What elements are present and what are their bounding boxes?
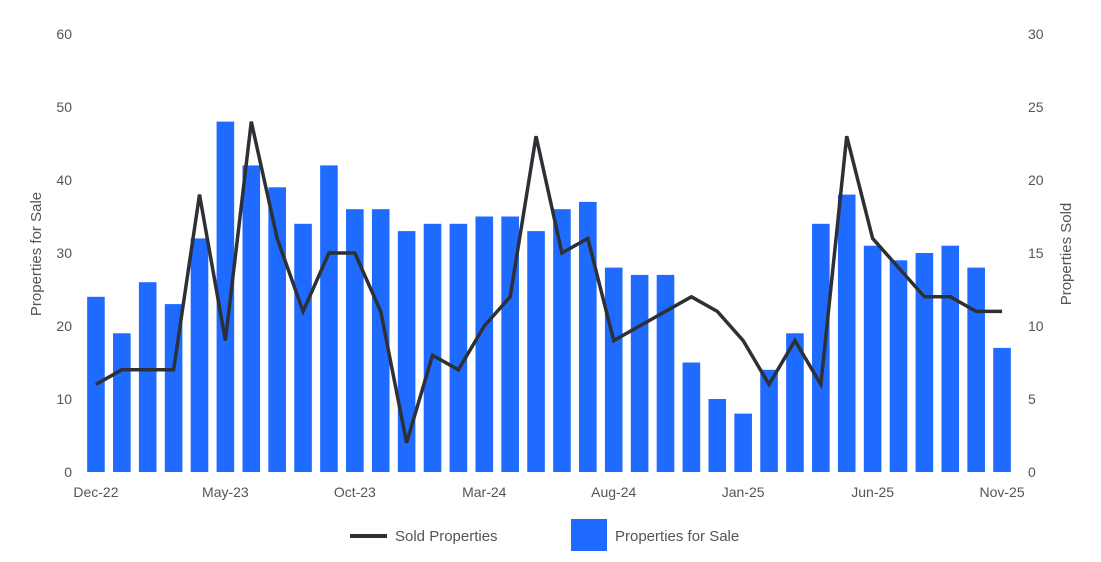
bar-jan-25 — [734, 413, 752, 472]
bar-sep-24 — [630, 274, 649, 472]
right-tick-25: 25 — [1028, 99, 1044, 115]
x-tick-mar-24: Mar-24 — [462, 484, 507, 500]
bar-oct-25 — [967, 267, 985, 472]
bar-may-25 — [837, 194, 856, 472]
bar-aug-23 — [294, 223, 312, 472]
bar-jan-24 — [423, 223, 442, 472]
left-tick-0: 0 — [64, 464, 72, 480]
bar-dec-24 — [708, 399, 727, 472]
bar-feb-23 — [138, 282, 157, 472]
right-tick-10: 10 — [1028, 318, 1044, 334]
left-tick-50: 50 — [56, 99, 72, 115]
bar-aug-24 — [604, 267, 623, 472]
x-axis-ticks: Dec-22 May-23 Oct-23 Mar-24 Aug-24 Jan-25 Jun-… — [73, 484, 1024, 500]
bar-sep-23 — [320, 165, 338, 472]
x-tick-jan-25: Jan-25 — [722, 484, 765, 500]
line-sold-properties — [95, 121, 1003, 444]
legend: Sold Properties Properties for Sale — [350, 519, 739, 551]
x-tick-aug-24: Aug-24 — [591, 484, 636, 500]
bar-aug-25 — [915, 253, 934, 472]
left-tick-40: 40 — [56, 172, 72, 188]
bar-jul-24 — [579, 201, 597, 472]
left-axis-title: Properties for Sale — [28, 192, 45, 316]
left-tick-30: 30 — [56, 245, 72, 261]
bar-feb-25 — [760, 369, 778, 472]
right-tick-5: 5 — [1028, 391, 1036, 407]
x-tick-nov-25: Nov-25 — [979, 484, 1024, 500]
left-axis-ticks: 0 10 20 30 40 50 60 — [56, 26, 72, 480]
bar-jul-25 — [889, 260, 908, 472]
bar-mar-24 — [475, 216, 494, 472]
bar-jan-23 — [113, 333, 131, 472]
legend-swatch-properties-for-sale — [571, 519, 607, 551]
right-axis-title: Properties Sold — [1058, 203, 1075, 306]
bars-layer — [87, 121, 1011, 473]
bar-feb-24 — [449, 223, 468, 472]
left-tick-20: 20 — [56, 318, 72, 334]
bar-apr-23 — [190, 238, 209, 472]
bar-oct-23 — [346, 209, 364, 472]
bar-may-24 — [527, 231, 545, 472]
bar-jun-23 — [242, 165, 261, 472]
bar-nov-25 — [993, 347, 1011, 472]
bar-may-23 — [216, 121, 235, 472]
left-tick-10: 10 — [56, 391, 72, 407]
right-tick-30: 30 — [1028, 26, 1044, 42]
bar-apr-25 — [812, 223, 830, 472]
x-tick-dec-22: Dec-22 — [73, 484, 118, 500]
bar-jun-25 — [863, 245, 882, 472]
bar-mar-25 — [786, 333, 804, 472]
right-tick-0: 0 — [1028, 464, 1036, 480]
bar-nov-24 — [682, 362, 701, 472]
left-tick-60: 60 — [56, 26, 72, 42]
right-tick-20: 20 — [1028, 172, 1044, 188]
x-tick-oct-23: Oct-23 — [334, 484, 376, 500]
x-tick-may-23: May-23 — [202, 484, 249, 500]
bar-jun-24 — [553, 209, 571, 472]
legend-label-properties-for-sale: Properties for Sale — [615, 528, 739, 545]
bar-jul-23 — [268, 187, 286, 473]
bar-sep-25 — [941, 245, 960, 472]
right-tick-15: 15 — [1028, 245, 1044, 261]
bar-oct-24 — [656, 274, 675, 472]
bar-nov-23 — [371, 209, 390, 472]
x-tick-jun-25: Jun-25 — [851, 484, 894, 500]
right-axis-ticks: 0 5 10 15 20 25 30 — [1028, 26, 1044, 480]
legend-label-sold-properties: Sold Properties — [395, 528, 498, 545]
line-layer — [95, 121, 1003, 444]
